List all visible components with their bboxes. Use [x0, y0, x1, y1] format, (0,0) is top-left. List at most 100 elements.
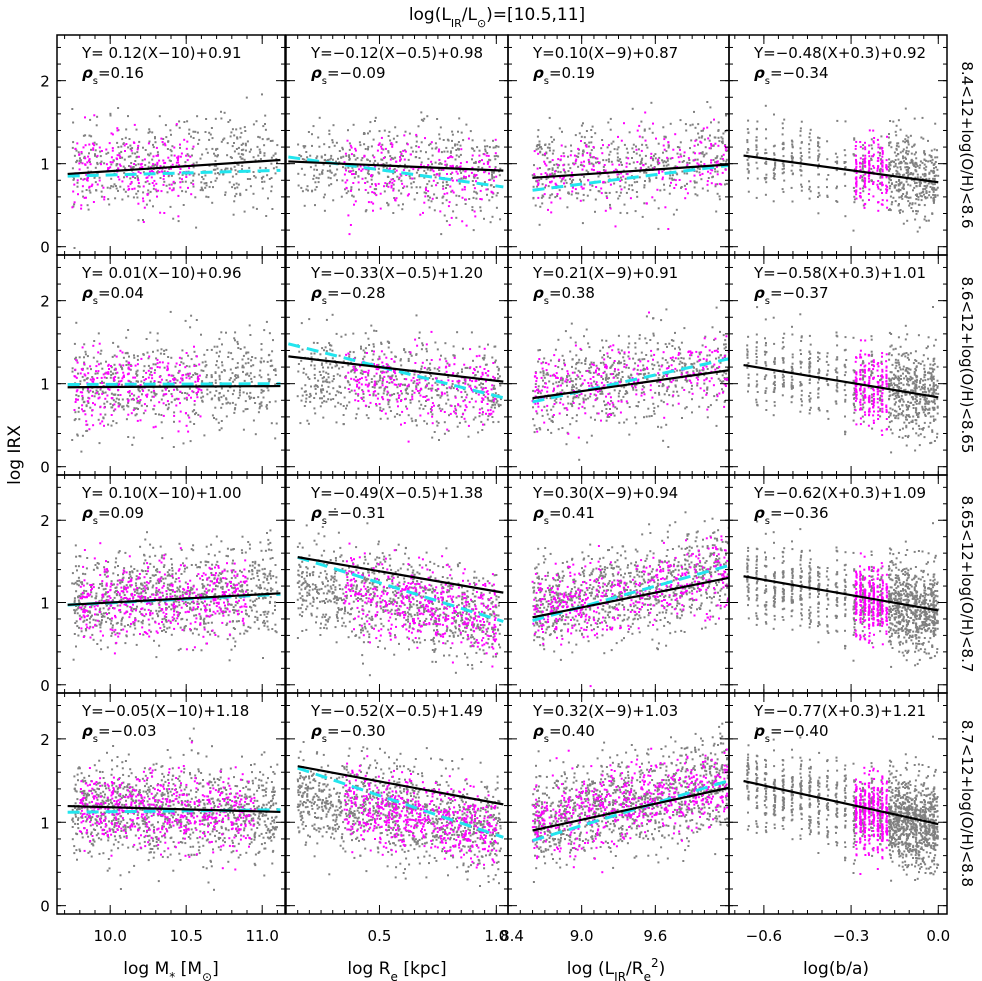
- gray-point: [923, 158, 926, 161]
- gray-point: [483, 354, 486, 357]
- magenta-point: [185, 176, 188, 178]
- gray-point: [471, 139, 474, 142]
- magenta-point: [684, 188, 687, 191]
- gray-point: [87, 402, 90, 404]
- magenta-point: [87, 387, 89, 390]
- gray-point: [211, 384, 214, 387]
- gray-point: [95, 143, 98, 146]
- gray-point: [756, 177, 759, 180]
- magenta-point: [116, 371, 119, 374]
- gray-point: [808, 185, 811, 188]
- magenta-point: [885, 167, 888, 170]
- gray-point: [577, 155, 580, 158]
- gray-point: [258, 148, 261, 151]
- gray-point: [934, 122, 937, 125]
- gray-point: [220, 110, 222, 113]
- gray-point: [321, 362, 323, 365]
- gray-point: [246, 392, 248, 395]
- gray-point: [154, 141, 157, 144]
- gray-point: [345, 407, 347, 410]
- gray-point: [879, 167, 882, 170]
- magenta-point: [881, 150, 884, 152]
- gray-point: [836, 185, 838, 188]
- gray-point: [607, 121, 610, 124]
- magenta-point: [872, 181, 875, 184]
- gray-point: [929, 186, 932, 188]
- spearman-rho: ρs=0.04: [82, 284, 144, 307]
- gray-point: [107, 423, 110, 426]
- gray-point: [307, 376, 310, 379]
- gray-point: [562, 152, 565, 155]
- spearman-rho: ρs=−0.09: [311, 64, 386, 87]
- gray-point: [451, 383, 454, 385]
- magenta-point: [487, 409, 490, 412]
- gray-point: [147, 153, 149, 156]
- gray-point: [918, 184, 921, 187]
- gray-point: [334, 394, 337, 397]
- gray-point: [403, 348, 406, 351]
- gray-point: [917, 196, 920, 199]
- magenta-point: [446, 192, 449, 195]
- magenta-point: [451, 171, 454, 174]
- gray-point: [99, 382, 102, 384]
- gray-point: [438, 370, 441, 372]
- magenta-point: [442, 187, 445, 190]
- gray-point: [73, 177, 75, 180]
- gray-point: [274, 400, 277, 403]
- magenta-point: [485, 154, 488, 157]
- magenta-point: [106, 372, 109, 375]
- gray-point: [175, 397, 178, 400]
- gray-point: [150, 391, 153, 394]
- gray-point: [372, 138, 375, 141]
- gray-point: [923, 152, 926, 155]
- gray-point: [412, 382, 415, 384]
- magenta-point: [370, 174, 373, 176]
- gray-point: [479, 206, 482, 209]
- gray-point: [217, 366, 220, 369]
- gray-point: [879, 175, 882, 178]
- magenta-point: [430, 409, 433, 412]
- gray-point: [587, 171, 590, 174]
- magenta-point: [374, 165, 377, 168]
- magenta-point: [868, 129, 871, 132]
- gray-point: [239, 386, 242, 389]
- gray-point: [536, 135, 539, 138]
- magenta-point: [492, 410, 495, 413]
- gray-point: [620, 161, 622, 164]
- gray-point: [390, 375, 393, 378]
- gray-point: [96, 372, 99, 375]
- gray-point: [682, 160, 685, 162]
- magenta-point: [132, 397, 134, 400]
- gray-point: [260, 388, 263, 391]
- magenta-point: [581, 154, 584, 157]
- magenta-point: [453, 363, 456, 366]
- gray-point: [309, 400, 312, 403]
- gray-point: [578, 132, 581, 135]
- gray-point: [714, 167, 716, 170]
- gray-point: [773, 168, 776, 170]
- gray-point: [195, 384, 198, 387]
- magenta-point: [75, 359, 78, 362]
- magenta-point: [607, 144, 610, 147]
- gray-point: [134, 177, 137, 179]
- gray-point: [438, 407, 441, 410]
- magenta-point: [101, 420, 104, 423]
- gray-point: [135, 380, 138, 383]
- gray-point: [430, 168, 433, 171]
- magenta-point: [448, 201, 451, 204]
- magenta-point: [132, 409, 135, 412]
- gray-point: [486, 418, 489, 421]
- gray-point: [537, 147, 540, 150]
- gray-point: [379, 417, 382, 420]
- gray-point: [110, 424, 113, 427]
- gray-point: [214, 406, 217, 409]
- gray-point: [270, 185, 273, 188]
- gray-point: [602, 169, 605, 171]
- gray-point: [213, 164, 216, 167]
- gray-point: [686, 161, 689, 164]
- magenta-point: [604, 209, 607, 212]
- magenta-point: [387, 185, 390, 188]
- gray-point: [254, 433, 257, 436]
- gray-point: [696, 158, 699, 161]
